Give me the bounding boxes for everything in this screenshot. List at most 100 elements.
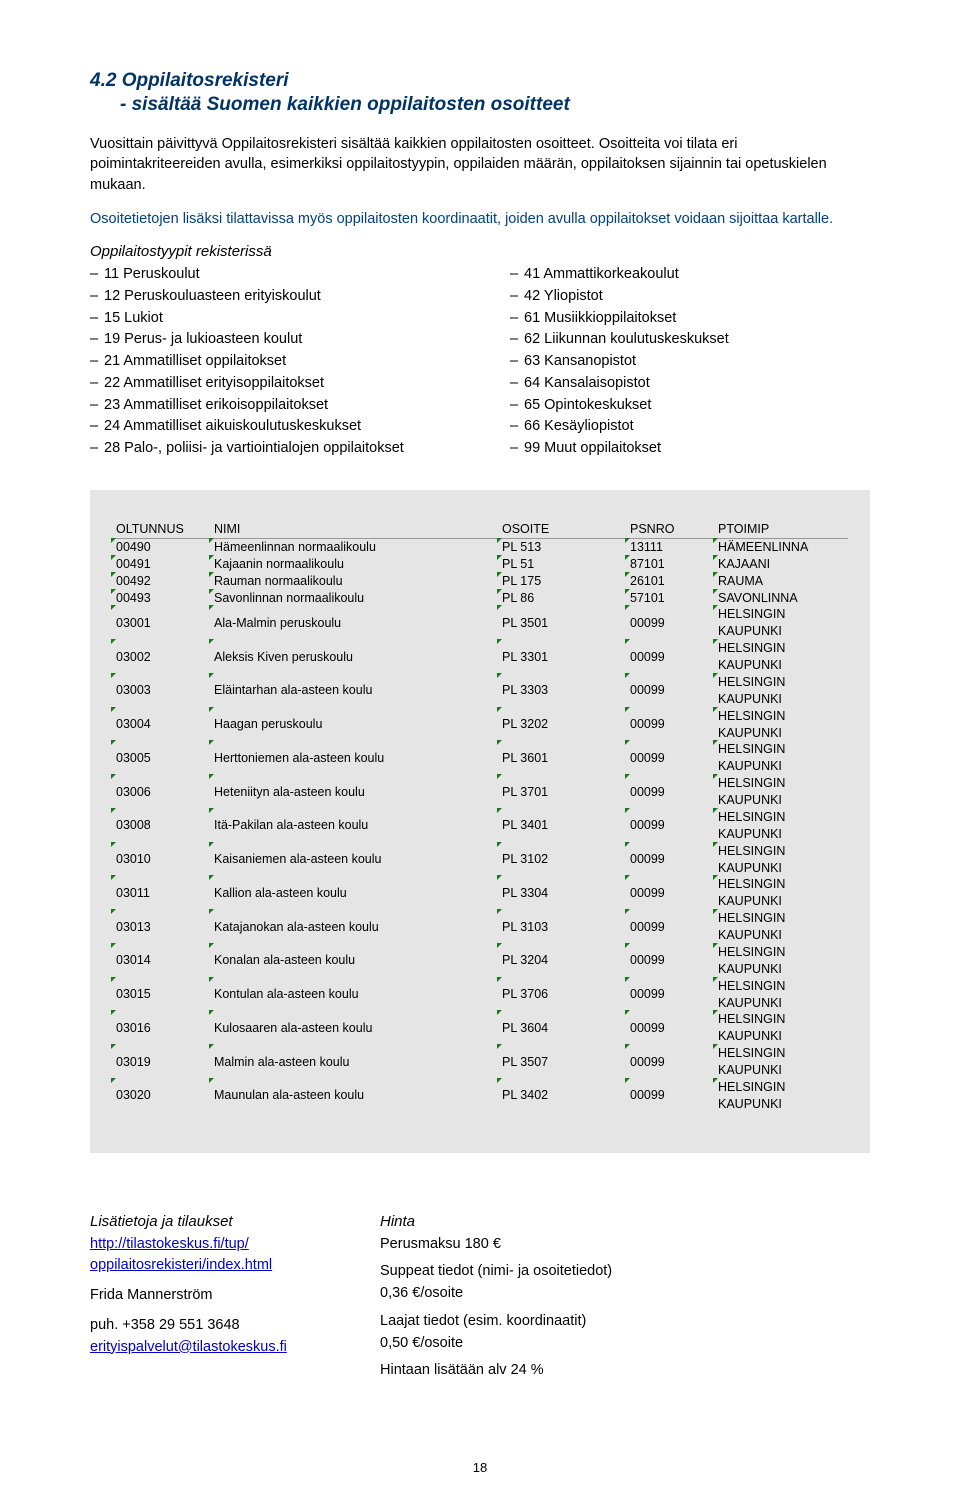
table-cell: 03013 bbox=[112, 910, 210, 944]
list-item: 63 Kansanopistot bbox=[510, 351, 870, 373]
section-subheading: - sisältää Suomen kaikkien oppilaitosten… bbox=[120, 94, 870, 116]
table-cell: PL 3301 bbox=[498, 640, 626, 674]
table-cell: PL 86 bbox=[498, 590, 626, 607]
table-cell: HELSINGIN KAUPUNKI bbox=[714, 741, 848, 775]
table-cell: 00491 bbox=[112, 556, 210, 573]
table-cell: HELSINGIN KAUPUNKI bbox=[714, 944, 848, 978]
table-cell: 13111 bbox=[626, 538, 714, 555]
table-row: 03001Ala-Malmin peruskouluPL 350100099HE… bbox=[112, 606, 848, 640]
list-item: 28 Palo-, poliisi- ja vartiointialojen o… bbox=[90, 438, 450, 460]
table-cell: 03001 bbox=[112, 606, 210, 640]
table-row: 00493Savonlinnan normaalikouluPL 8657101… bbox=[112, 590, 848, 607]
table-cell: HELSINGIN KAUPUNKI bbox=[714, 674, 848, 708]
table-cell: 26101 bbox=[626, 573, 714, 590]
table-cell: PL 3601 bbox=[498, 741, 626, 775]
list-item: 41 Ammattikorkeakoulut bbox=[510, 264, 870, 286]
table-cell: 00099 bbox=[626, 775, 714, 809]
pricing-block: Hinta Perusmaksu 180 € Suppeat tiedot (n… bbox=[380, 1213, 612, 1383]
table-cell: 00099 bbox=[626, 910, 714, 944]
table-cell: Kontulan ala-asteen koulu bbox=[210, 978, 498, 1012]
list-item: 62 Liikunnan koulutuskeskukset bbox=[510, 329, 870, 351]
table-cell: Heteniityn ala-asteen koulu bbox=[210, 775, 498, 809]
table-cell: PL 3401 bbox=[498, 809, 626, 843]
list-item: 11 Peruskoulut bbox=[90, 264, 450, 286]
list-item: 61 Musiikkioppilaitokset bbox=[510, 308, 870, 330]
list-item: 15 Lukiot bbox=[90, 308, 450, 330]
table-row: 03003Eläintarhan ala-asteen kouluPL 3303… bbox=[112, 674, 848, 708]
table-cell: 00099 bbox=[626, 809, 714, 843]
table-row: 03005Herttoniemen ala-asteen kouluPL 360… bbox=[112, 741, 848, 775]
table-cell: PL 175 bbox=[498, 573, 626, 590]
table-cell: PL 3202 bbox=[498, 708, 626, 742]
table-row: 03011Kallion ala-asteen kouluPL 33040009… bbox=[112, 876, 848, 910]
table-cell: 00490 bbox=[112, 538, 210, 555]
table-cell: PL 3102 bbox=[498, 843, 626, 877]
table-cell: PL 3706 bbox=[498, 978, 626, 1012]
contact-link-2[interactable]: oppilaitosrekisteri/index.html bbox=[90, 1257, 272, 1273]
table-cell: HELSINGIN KAUPUNKI bbox=[714, 876, 848, 910]
table-row: 03016Kulosaaren ala-asteen kouluPL 36040… bbox=[112, 1011, 848, 1045]
list-title: Oppilaitostyypit rekisterissä bbox=[90, 243, 870, 260]
table-cell: HELSINGIN KAUPUNKI bbox=[714, 640, 848, 674]
table-cell: Katajanokan ala-asteen koulu bbox=[210, 910, 498, 944]
table-cell: PL 3103 bbox=[498, 910, 626, 944]
type-list-columns: 11 Peruskoulut12 Peruskouluasteen erityi… bbox=[90, 264, 870, 460]
table-cell: 03003 bbox=[112, 674, 210, 708]
table-cell: Kaisaniemen ala-asteen koulu bbox=[210, 843, 498, 877]
contact-link-1[interactable]: http://tilastokeskus.fi/tup/ bbox=[90, 1236, 249, 1252]
price-line: Laajat tiedot (esim. koordinaatit) bbox=[380, 1311, 612, 1333]
table-cell: KAJAANI bbox=[714, 556, 848, 573]
table-header-cell: PSNRO bbox=[626, 520, 714, 539]
table-cell: 03010 bbox=[112, 843, 210, 877]
table-cell: 03015 bbox=[112, 978, 210, 1012]
table-cell: PL 51 bbox=[498, 556, 626, 573]
table-cell: Aleksis Kiven peruskoulu bbox=[210, 640, 498, 674]
table-cell: 00099 bbox=[626, 1045, 714, 1079]
table-header-cell: OSOITE bbox=[498, 520, 626, 539]
list-item: 64 Kansalaisopistot bbox=[510, 373, 870, 395]
table-cell: HELSINGIN KAUPUNKI bbox=[714, 978, 848, 1012]
table-header-row: OLTUNNUSNIMIOSOITEPSNROPTOIMIP bbox=[112, 520, 848, 539]
table-header-cell: OLTUNNUS bbox=[112, 520, 210, 539]
table-row: 03020Maunulan ala-asteen kouluPL 3402000… bbox=[112, 1079, 848, 1113]
contact-name: Frida Mannerström bbox=[90, 1285, 320, 1307]
list-item: 65 Opintokeskukset bbox=[510, 395, 870, 417]
table-cell: PL 3204 bbox=[498, 944, 626, 978]
pricing-title: Hinta bbox=[380, 1213, 612, 1230]
section-heading: 4.2 Oppilaitosrekisteri bbox=[90, 70, 870, 92]
table-cell: HELSINGIN KAUPUNKI bbox=[714, 1011, 848, 1045]
table-row: 03019Malmin ala-asteen kouluPL 350700099… bbox=[112, 1045, 848, 1079]
table-cell: 00099 bbox=[626, 843, 714, 877]
table-cell: Herttoniemen ala-asteen koulu bbox=[210, 741, 498, 775]
table-row: 03013Katajanokan ala-asteen kouluPL 3103… bbox=[112, 910, 848, 944]
table-cell: Malmin ala-asteen koulu bbox=[210, 1045, 498, 1079]
table-cell: 03020 bbox=[112, 1079, 210, 1113]
table-cell: PL 3304 bbox=[498, 876, 626, 910]
table-header-cell: PTOIMIP bbox=[714, 520, 848, 539]
table-cell: HELSINGIN KAUPUNKI bbox=[714, 843, 848, 877]
table-cell: PL 3501 bbox=[498, 606, 626, 640]
contact-email[interactable]: erityispalvelut@tilastokeskus.fi bbox=[90, 1339, 287, 1355]
table-row: 03008Itä-Pakilan ala-asteen kouluPL 3401… bbox=[112, 809, 848, 843]
list-item: 21 Ammatilliset oppilaitokset bbox=[90, 351, 450, 373]
table-cell: HELSINGIN KAUPUNKI bbox=[714, 1079, 848, 1113]
table-cell: HELSINGIN KAUPUNKI bbox=[714, 606, 848, 640]
table-cell: 00099 bbox=[626, 1079, 714, 1113]
table-cell: 00099 bbox=[626, 741, 714, 775]
table-cell: 03014 bbox=[112, 944, 210, 978]
table-cell: Haagan peruskoulu bbox=[210, 708, 498, 742]
table-cell: 03002 bbox=[112, 640, 210, 674]
table-cell: 00099 bbox=[626, 1011, 714, 1045]
table-row: 03015Kontulan ala-asteen kouluPL 3706000… bbox=[112, 978, 848, 1012]
table-row: 00491Kajaanin normaalikouluPL 5187101KAJ… bbox=[112, 556, 848, 573]
table-cell: 03004 bbox=[112, 708, 210, 742]
table-cell: 00099 bbox=[626, 876, 714, 910]
table-row: 03010Kaisaniemen ala-asteen kouluPL 3102… bbox=[112, 843, 848, 877]
table-cell: 00099 bbox=[626, 640, 714, 674]
type-list-right: 41 Ammattikorkeakoulut42 Yliopistot61 Mu… bbox=[510, 264, 870, 460]
table-cell: HELSINGIN KAUPUNKI bbox=[714, 708, 848, 742]
table-cell: HÄMEENLINNA bbox=[714, 538, 848, 555]
list-item: 42 Yliopistot bbox=[510, 286, 870, 308]
table-row: 03002Aleksis Kiven peruskouluPL 33010009… bbox=[112, 640, 848, 674]
table-body: 00490Hämeenlinnan normaalikouluPL 513131… bbox=[112, 538, 848, 1112]
